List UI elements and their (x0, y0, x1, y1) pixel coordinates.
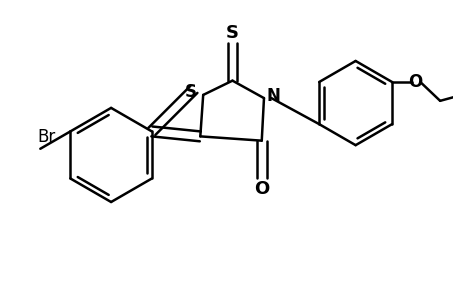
Text: O: O (408, 73, 421, 91)
Text: S: S (185, 83, 196, 101)
Text: O: O (253, 180, 269, 198)
Text: S: S (225, 24, 239, 42)
Text: N: N (266, 87, 280, 105)
Text: Br: Br (38, 128, 56, 146)
